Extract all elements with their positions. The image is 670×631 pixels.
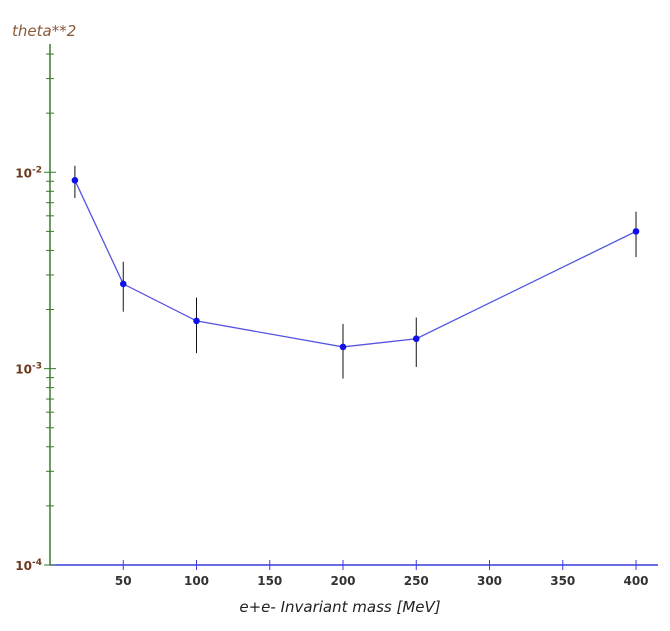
- data-point: [119, 280, 127, 288]
- y-tick-label: 10-3: [15, 362, 42, 377]
- data-point: [193, 317, 200, 325]
- x-axis-title: e+e- Invariant mass [MeV]: [239, 598, 440, 616]
- x-tick-label: 100: [184, 574, 209, 588]
- data-point: [339, 343, 347, 351]
- x-tick-label: 150: [257, 574, 282, 588]
- data-point: [71, 177, 79, 184]
- data-series: [71, 177, 640, 351]
- x-tick-label: 300: [477, 574, 502, 588]
- y-tick-label: 10-2: [15, 165, 42, 180]
- x-tick-label: 400: [623, 574, 648, 588]
- x-tick-label: 350: [550, 574, 575, 588]
- data-point: [412, 335, 420, 343]
- data-point: [632, 228, 640, 235]
- x-tick-label: 250: [404, 574, 429, 588]
- y-axis-title: theta**2: [12, 22, 76, 40]
- y-tick-label: 10-4: [15, 558, 42, 573]
- x-tick-label: 200: [330, 574, 355, 588]
- x-tick-label: 50: [115, 574, 132, 588]
- axes: 10-2 10-3 10-4 50 100 150 200 250 300 350 400: [15, 44, 658, 588]
- series-line: [74, 180, 637, 348]
